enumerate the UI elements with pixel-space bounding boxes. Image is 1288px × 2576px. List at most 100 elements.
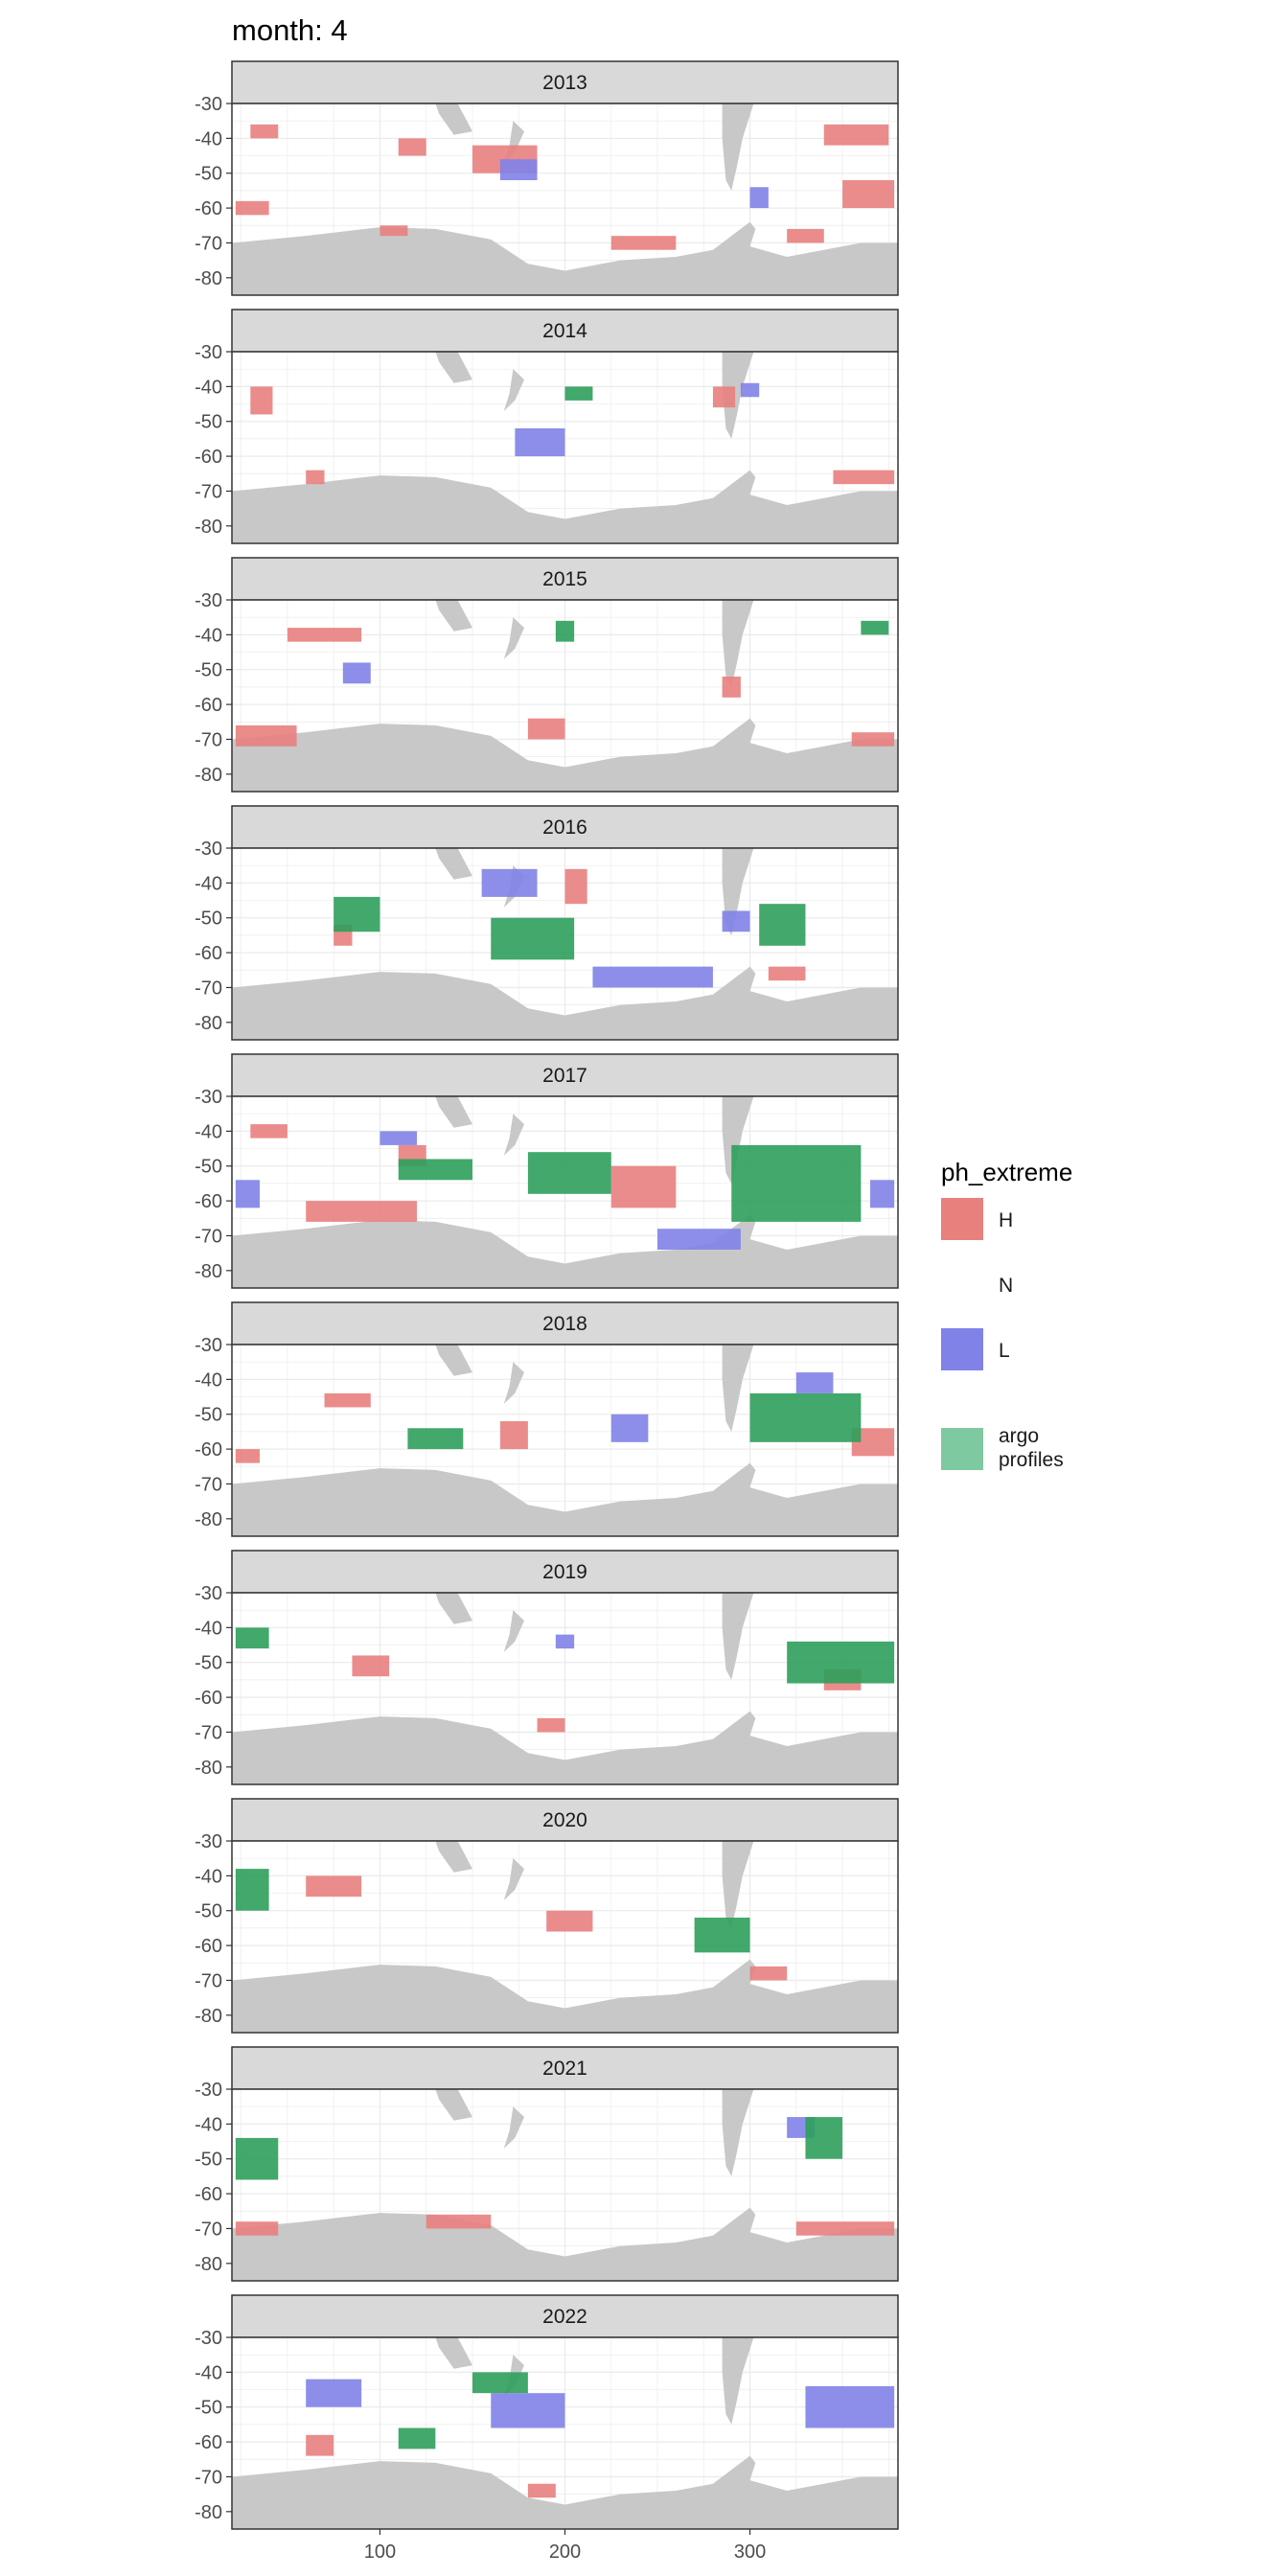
data-patch-h	[306, 470, 325, 485]
y-tick-label: -80	[195, 1261, 222, 1282]
y-tick-label: -60	[195, 2432, 222, 2453]
y-tick-label: -80	[195, 517, 222, 538]
x-tick-label: 200	[549, 2542, 581, 2563]
y-tick-label: -50	[195, 1653, 222, 1674]
facet-panel: 2013 -30 -40 -50 -60 -70 -80	[195, 60, 899, 296]
land-south-america	[722, 1345, 754, 1432]
legend-entry-label: profiles	[999, 1449, 1064, 1471]
facet-strip	[231, 1053, 899, 1097]
y-tick-label: -60	[195, 2184, 222, 2205]
facet-panel: 2021 -30 -40 -50 -60 -70 -80	[195, 2046, 899, 2282]
facet-panel: 2016 -30 -40 -50 -60 -70 -80	[195, 805, 899, 1041]
y-tick-label: -50	[195, 412, 222, 433]
land-new-zealand	[503, 1114, 525, 1156]
facet-strip-label: 2016	[542, 816, 587, 839]
data-patch-h	[250, 386, 273, 415]
y-tick-label: -70	[195, 729, 222, 750]
data-patch-h	[537, 1717, 565, 1733]
data-patch-h	[235, 200, 269, 216]
data-patch-argo-profiles	[564, 386, 593, 401]
y-tick-label: -50	[195, 2150, 222, 2171]
data-patch-argo-profiles	[235, 1627, 269, 1649]
land-australia	[435, 600, 472, 632]
land-antarctica	[232, 2455, 898, 2529]
land-antarctica	[232, 718, 898, 792]
land-new-zealand	[503, 1858, 525, 1900]
land-australia	[435, 1096, 472, 1128]
data-patch-argo-profiles	[861, 620, 889, 635]
data-patch-argo-profiles	[235, 2137, 279, 2180]
legend-entry-label: argo	[999, 1425, 1039, 1447]
y-tick-label: -80	[195, 2254, 222, 2275]
facet-strip-label: 2014	[542, 320, 587, 342]
land-south-america	[722, 600, 754, 687]
y-tick-label: -80	[195, 765, 222, 786]
data-patch-h	[833, 470, 895, 485]
y-tick-label: -30	[195, 94, 222, 115]
y-tick-label: -50	[195, 2398, 222, 2419]
data-patch-h	[787, 228, 824, 243]
y-tick-label: -30	[195, 1831, 222, 1852]
legend-title: ph_extreme	[941, 1158, 1072, 1186]
data-patch-h	[546, 1910, 593, 1932]
x-axis: 100 200 300	[364, 2529, 766, 2563]
facet-strip	[231, 1798, 899, 1842]
data-patch-argo-profiles	[805, 2117, 843, 2159]
data-patch-argo-profiles	[472, 2372, 528, 2394]
data-patch-h	[250, 124, 279, 139]
y-tick-label: -30	[195, 590, 222, 611]
data-patch-argo-profiles	[749, 1392, 862, 1442]
data-patch-argo-profiles	[527, 1152, 611, 1194]
data-patch-l	[805, 2385, 895, 2428]
y-tick-label: -40	[195, 377, 222, 398]
facet-strip	[231, 2046, 899, 2090]
facet-strip-label: 2020	[542, 1809, 587, 1831]
data-patch-argo-profiles	[491, 917, 575, 960]
data-patch-h	[499, 1421, 528, 1450]
facet-strip	[231, 60, 899, 104]
data-patch-argo-profiles	[334, 896, 380, 932]
y-tick-label: -70	[195, 233, 222, 254]
land-south-america	[722, 1096, 754, 1184]
land-antarctica	[232, 470, 898, 543]
data-patch-h	[610, 1165, 677, 1208]
facet-strip-label: 2021	[542, 2058, 587, 2080]
data-patch-l	[795, 1372, 834, 1393]
y-tick-label: -40	[195, 625, 222, 646]
y-tick-label: -30	[195, 1335, 222, 1356]
facet-strip	[231, 309, 899, 353]
legend-key	[941, 1428, 983, 1470]
data-patch-h	[610, 236, 677, 250]
data-patch-l	[870, 1180, 895, 1208]
panel-border	[231, 2088, 899, 2282]
panel-border	[231, 351, 899, 544]
data-patch-h	[823, 124, 889, 146]
land-australia	[435, 1841, 472, 1873]
data-patch-l	[749, 187, 769, 209]
land-australia	[435, 2337, 472, 2369]
y-tick-label: -40	[195, 873, 222, 894]
y-tick-label: -80	[195, 2006, 222, 2027]
data-patch-argo-profiles	[787, 1641, 895, 1684]
panel-border	[231, 1592, 899, 1785]
data-patch-h	[749, 1966, 788, 1981]
land-new-zealand	[503, 1362, 525, 1404]
panel-border	[231, 847, 899, 1041]
facet-strip	[231, 2294, 899, 2338]
y-tick-label: -80	[195, 1013, 222, 1034]
data-patch-argo-profiles	[731, 1144, 862, 1222]
y-tick-label: -50	[195, 908, 222, 930]
data-patch-h	[235, 1449, 260, 1463]
data-patch-argo-profiles	[694, 1918, 750, 1953]
data-patch-h	[851, 732, 895, 747]
land-antarctica	[232, 2207, 898, 2281]
land-antarctica	[232, 966, 898, 1040]
y-tick-label: -70	[195, 1226, 222, 1247]
data-patch-l	[380, 1131, 418, 1145]
data-patch-l	[491, 2393, 565, 2428]
data-patch-h	[306, 1875, 362, 1898]
data-patch-h	[287, 628, 362, 642]
y-tick-label: -30	[195, 342, 222, 363]
